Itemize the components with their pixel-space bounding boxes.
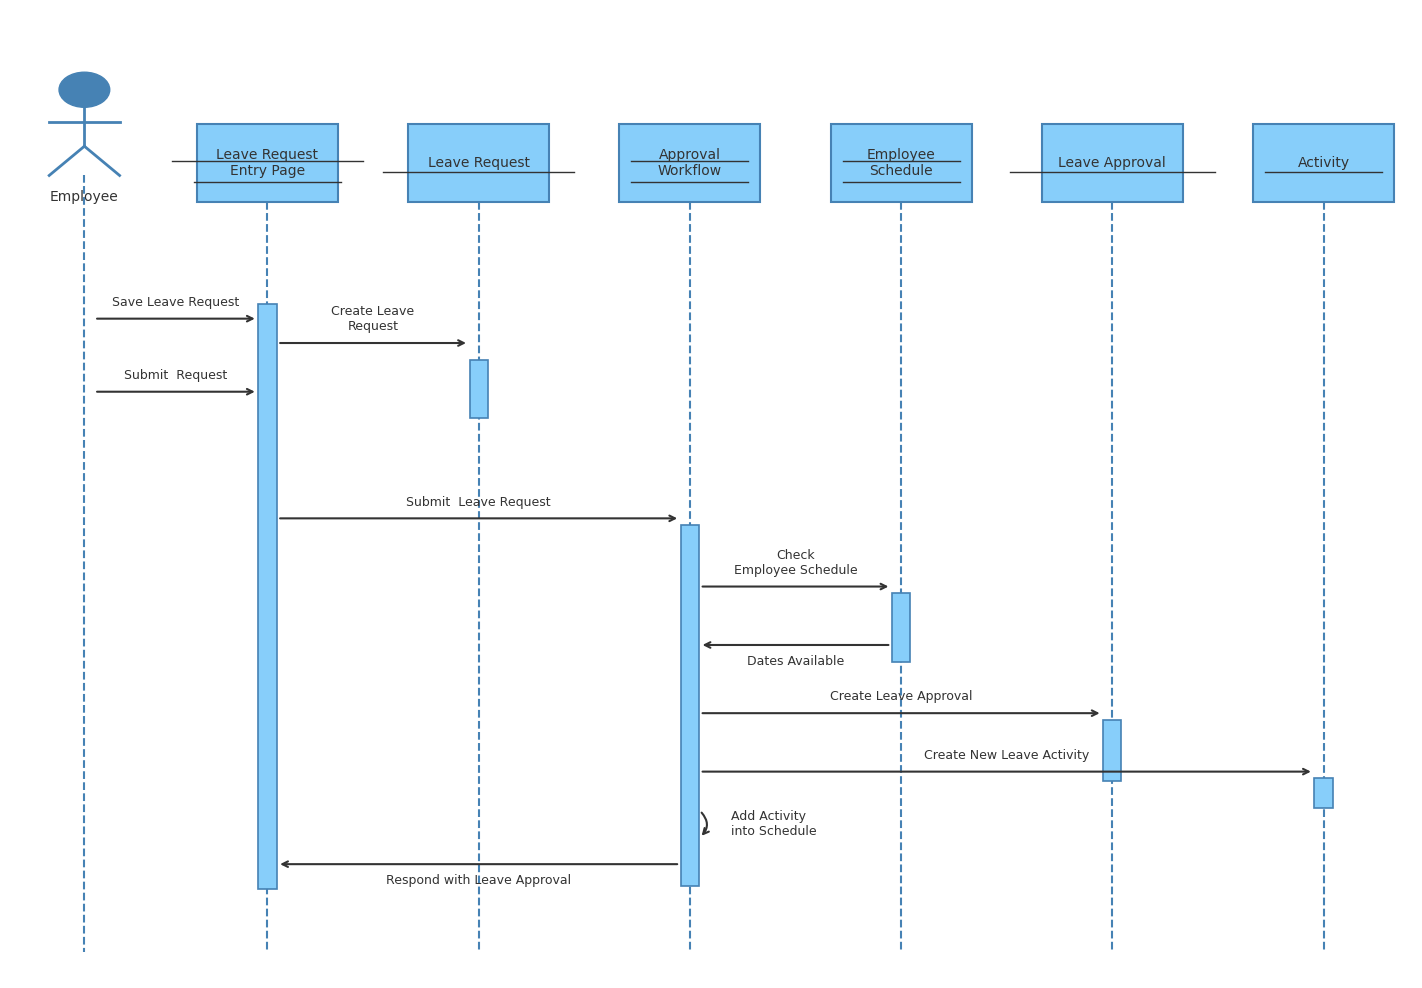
Bar — [1314, 779, 1332, 807]
Text: Leave Request
Entry Page: Leave Request Entry Page — [216, 147, 319, 178]
Text: Leave Request: Leave Request — [428, 156, 529, 170]
Text: Dates Available: Dates Available — [747, 655, 845, 668]
Circle shape — [60, 72, 109, 108]
Bar — [259, 304, 277, 888]
Text: Create New Leave Activity: Create New Leave Activity — [924, 749, 1089, 762]
Text: Submit  Leave Request: Submit Leave Request — [407, 496, 550, 509]
Bar — [620, 124, 761, 202]
Bar — [198, 124, 338, 202]
Text: Employee: Employee — [50, 190, 119, 205]
Text: Submit  Request: Submit Request — [124, 369, 228, 382]
Text: Approval
Workflow: Approval Workflow — [658, 147, 722, 178]
Bar — [892, 594, 910, 662]
Text: Respond with Leave Approval: Respond with Leave Approval — [387, 874, 572, 887]
Bar — [469, 360, 488, 418]
Text: Create Leave Approval: Create Leave Approval — [830, 691, 973, 703]
Text: Leave Approval: Leave Approval — [1058, 156, 1166, 170]
Text: Activity: Activity — [1297, 156, 1349, 170]
Bar — [1253, 124, 1394, 202]
Text: Save Leave Request: Save Leave Request — [112, 296, 239, 309]
Bar — [408, 124, 549, 202]
Bar — [1103, 720, 1122, 782]
Bar — [681, 526, 700, 885]
Text: Add Activity
into Schedule: Add Activity into Schedule — [731, 810, 816, 838]
Text: Employee
Schedule: Employee Schedule — [867, 147, 936, 178]
Bar — [830, 124, 971, 202]
Text: Check
Employee Schedule: Check Employee Schedule — [734, 548, 857, 577]
Bar — [1042, 124, 1183, 202]
Text: Create Leave
Request: Create Leave Request — [331, 305, 415, 333]
